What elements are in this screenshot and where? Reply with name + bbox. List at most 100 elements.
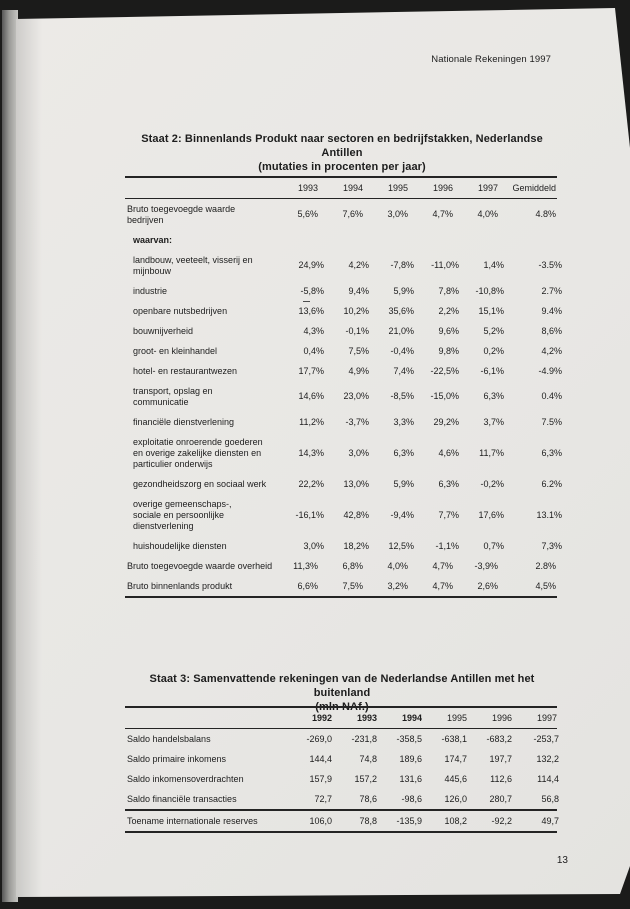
cell-1994: -358,5: [396, 733, 422, 744]
staat2-title: Staat 2: Binnenlands Produkt naar sector…: [127, 132, 557, 174]
cell-1997: 5,2%: [483, 325, 504, 336]
staat3-title-line1: Staat 3: Samenvattende rekeningen van de…: [149, 673, 535, 699]
cell-1994: 7,5%: [342, 580, 363, 591]
scan-artifact-mark: [303, 301, 310, 302]
column-header: 1997: [477, 183, 498, 193]
cell-gemiddeld: 0.4%: [541, 391, 562, 401]
cell-1993: -16,1%: [295, 509, 324, 520]
cell-1996: -683,2: [486, 733, 512, 744]
table-row: Saldo handelsbalans -269,0 -231,8 -358,5…: [125, 729, 559, 749]
page-stack-edge: [2, 10, 18, 902]
row-label: Saldo inkomensoverdrachten: [127, 773, 244, 784]
cell-1996: 6,3%: [438, 478, 459, 489]
cell-1996: -22,5%: [430, 365, 459, 376]
cell-gemiddeld: 9.4%: [541, 305, 562, 316]
cell-1996: 197,7: [489, 753, 512, 764]
table-row: Bruto toegevoegde waarde bedrijven 5,6% …: [125, 199, 557, 230]
cell-1993: 13,6%: [298, 305, 324, 316]
row-label: Saldo handelsbalans: [127, 733, 211, 744]
row-label: Bruto toegevoegde waarde overheid: [127, 560, 273, 571]
cell-1994: 10,2%: [343, 305, 369, 316]
cell-1994: -3,7%: [345, 416, 369, 427]
cell-1992: 72,7: [314, 793, 332, 804]
row-label: industrie: [133, 285, 168, 296]
cell-1996: -15,0%: [430, 391, 459, 401]
running-header: Nationale Rekeningen 1997: [431, 54, 551, 65]
cell-1995: 3,0%: [387, 209, 408, 219]
table-row: Bruto binnenlands produkt 6,6% 7,5% 3,2%…: [125, 576, 557, 596]
row-label: huishoudelijke diensten: [133, 540, 227, 551]
column-header: 1994: [342, 183, 363, 193]
cell-1994: 42,8%: [343, 509, 369, 520]
cell-1997: 0,2%: [483, 345, 504, 356]
cell-gemiddeld: 6,3%: [541, 447, 562, 458]
column-header: 1992: [311, 713, 332, 723]
table-row: groot- en kleinhandel 0,4% 7,5% -0,4% 9,…: [125, 341, 562, 361]
cell-1994: 4,2%: [348, 260, 369, 270]
staat2-title-line2: (mutaties in procenten per jaar): [258, 161, 426, 173]
cell-1997: 17,6%: [478, 509, 504, 520]
cell-1995: 35,6%: [388, 305, 414, 316]
cell-1995: -638,1: [441, 733, 467, 744]
cell-gemiddeld: 2.7%: [541, 285, 562, 296]
cell-gemiddeld: 4,5%: [535, 580, 556, 591]
row-label: overige gemeenschaps-, sociale en persoo…: [133, 498, 232, 531]
cell-1996: 7,8%: [438, 285, 459, 296]
cell-gemiddeld: -4.9%: [538, 365, 562, 376]
staat3-table: 1992 1993 1994 1995 1996 1997 Saldo hand…: [125, 706, 559, 833]
cell-1993: 74,8: [359, 753, 377, 764]
cell-1995: 108,2: [444, 815, 467, 826]
cell-1993: 78,8: [359, 815, 377, 826]
table-row: gezondheidszorg en sociaal werk 22,2% 13…: [125, 474, 562, 494]
column-header: Gemiddeld: [512, 183, 556, 193]
staat2-title-line1: Staat 2: Binnenlands Produkt naar sector…: [141, 133, 543, 159]
cell-1995: 445,6: [444, 773, 467, 784]
cell-1996: 2,2%: [438, 305, 459, 316]
table-row: exploitatie onroerende goederen en overi…: [125, 432, 562, 474]
cell-gemiddeld: 4,2%: [541, 345, 562, 356]
column-header: 1995: [387, 183, 408, 193]
table-row: Saldo financiële transacties 72,7 78,6 -…: [125, 789, 559, 811]
cell-1993: 11,3%: [293, 560, 318, 571]
cell-1995: -7,8%: [390, 260, 414, 270]
staat2-table-body: Bruto toegevoegde waarde bedrijven 5,6% …: [125, 199, 562, 596]
cell-1995: 7,4%: [393, 365, 414, 376]
cell-1994: 6,8%: [342, 560, 363, 571]
table-row: huishoudelijke diensten 3,0% 18,2% 12,5%…: [125, 536, 562, 556]
cell-gemiddeld: 7,3%: [541, 540, 562, 551]
cell-gemiddeld: 2.8%: [535, 560, 556, 571]
cell-1993: 0,4%: [303, 345, 324, 356]
cell-1997: -6,1%: [480, 365, 504, 376]
cell-1992: 144,4: [309, 753, 332, 764]
cell-1994: 9,4%: [348, 285, 369, 296]
staat3-header-row: 1992 1993 1994 1995 1996 1997: [125, 708, 557, 729]
cell-1993: 22,2%: [298, 478, 324, 489]
cell-1997: 2,6%: [477, 580, 498, 591]
table-row: waarvan:: [125, 230, 557, 250]
cell-1994: 13,0%: [343, 478, 369, 489]
cell-1993: 24,9%: [298, 260, 324, 270]
cell-1993: 6,6%: [297, 580, 318, 591]
page-number: 13: [556, 855, 568, 866]
cell-1997: -253,7: [533, 733, 559, 744]
table-row: industrie -5,8% 9,4% 5,9% 7,8% -10,8% 2.…: [125, 281, 562, 301]
row-label: landbouw, veeteelt, visserij en mijnbouw: [133, 254, 253, 276]
cell-1996: 4,6%: [438, 447, 459, 458]
cell-1997: 114,4: [537, 773, 559, 784]
cell-1995: 3,3%: [393, 416, 414, 427]
staat3-title: Staat 3: Samenvattende rekeningen van de…: [127, 672, 557, 714]
cell-1997: 0,7%: [483, 540, 504, 551]
cell-gemiddeld: 4.8%: [535, 209, 556, 219]
cell-1996: 112,6: [490, 773, 512, 784]
column-header: 1996: [432, 183, 453, 193]
cell-1997: -0,2%: [480, 478, 504, 489]
row-label: openbare nutsbedrijven: [133, 305, 228, 316]
row-label: transport, opslag en communicatie: [133, 385, 213, 407]
cell-gemiddeld: 7.5%: [541, 416, 562, 427]
cell-1993: 78,6: [359, 793, 377, 804]
column-header: 1993: [297, 183, 318, 193]
cell-1996: 7,7%: [438, 509, 459, 520]
cell-1993: 11,2%: [299, 416, 324, 427]
cell-1997: 6,3%: [483, 391, 504, 401]
